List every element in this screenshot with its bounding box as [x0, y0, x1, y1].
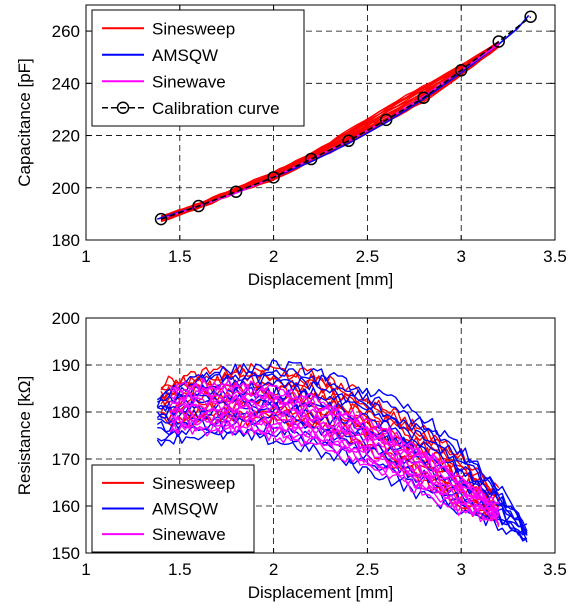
calibration-point [342, 134, 355, 148]
calibration-point [492, 35, 505, 48]
series-trace [160, 41, 500, 217]
series-trace [160, 40, 500, 218]
resistance-ticks: 1 1.5 2 2.5 3 3.5 150 160 170 180 190 200 [52, 309, 567, 579]
legend-label: Sinesweep [152, 474, 235, 493]
x-tick-label: 2 [269, 560, 278, 579]
series-trace [160, 368, 500, 500]
series-trace [169, 377, 499, 505]
series-trace [170, 411, 500, 519]
series-line [160, 16, 532, 220]
calibration-point [154, 212, 168, 226]
series-trace [156, 393, 528, 536]
series-trace [169, 407, 500, 517]
series-trace [170, 381, 499, 505]
x-tick-label: 1 [81, 247, 90, 266]
capacitance-plot-frame [85, 4, 556, 241]
resistance-y-axis-label: Resistance [kΩ] [15, 376, 34, 495]
y-tick-label: 180 [52, 403, 80, 422]
y-tick-label: 180 [52, 231, 80, 250]
resistance-plot-frame [85, 317, 556, 554]
x-tick-label: 3 [456, 247, 465, 266]
capacitance-x-axis-label: Displacement [mm] [248, 270, 393, 289]
resistance-chart: 1 1.5 2 2.5 3 3.5 150 160 170 180 190 200 Displacem… [15, 309, 567, 602]
x-tick-label: 2.5 [356, 560, 380, 579]
calibration-point [524, 10, 537, 23]
resistance-legend: Sinesweep AMSQW Sinewave [91, 464, 255, 553]
capacitance-series-calibration-curve [154, 10, 537, 226]
y-tick-label: 200 [52, 309, 80, 328]
capacitance-chart: 1 1.5 2 2.5 3 3.5 180 200 220 240 260 Displacement… [15, 4, 567, 289]
series-trace [169, 422, 500, 525]
x-tick-label: 3.5 [543, 247, 567, 266]
capacitance-legend: Sinesweep AMSQW Sinewave Calibration curve [91, 9, 305, 127]
x-tick-label: 2 [269, 247, 278, 266]
x-tick-label: 1.5 [168, 247, 192, 266]
series-trace [156, 379, 528, 534]
legend-marker [116, 101, 130, 114]
legend-label: Sinewave [152, 72, 226, 91]
y-tick-label: 240 [52, 74, 80, 93]
x-tick-label: 3 [456, 560, 465, 579]
calibration-point [267, 171, 280, 184]
resistance-series [156, 359, 528, 543]
legend-label: AMSQW [152, 500, 218, 519]
legend-box [91, 9, 305, 127]
y-tick-label: 170 [52, 450, 80, 469]
y-tick-label: 160 [52, 497, 80, 516]
calibration-point [304, 152, 318, 166]
series-trace [169, 399, 499, 517]
calibration-point [417, 91, 430, 104]
capacitance-ticks: 1 1.5 2 2.5 3 3.5 180 200 220 240 260 [52, 5, 567, 266]
x-tick-label: 1 [81, 560, 90, 579]
calibration-point [229, 185, 243, 198]
y-tick-label: 150 [52, 544, 80, 563]
calibration-point [379, 113, 393, 127]
series-trace [156, 368, 528, 533]
capacitance-grid [86, 5, 555, 240]
y-tick-label: 220 [52, 127, 80, 146]
capacitance-y-axis-label: Capacitance [pF] [15, 58, 34, 187]
resistance-series-sinewave [169, 377, 500, 526]
y-tick-label: 190 [52, 356, 80, 375]
calibration-point [192, 199, 205, 213]
capacitance-series [154, 10, 537, 226]
legend-label: AMSQW [152, 46, 218, 65]
y-tick-label: 200 [52, 179, 80, 198]
legend-label: Sinewave [152, 525, 226, 544]
calibration-point [454, 64, 468, 77]
resistance-x-axis-label: Displacement [mm] [248, 583, 393, 602]
series-trace [156, 359, 528, 527]
series-trace [170, 390, 500, 512]
legend-label: Sinesweep [152, 19, 235, 38]
legend-label: Calibration curve [152, 99, 280, 118]
x-tick-label: 1.5 [168, 560, 192, 579]
x-tick-label: 3.5 [543, 560, 567, 579]
y-tick-label: 260 [52, 22, 80, 41]
x-tick-label: 2.5 [356, 247, 380, 266]
